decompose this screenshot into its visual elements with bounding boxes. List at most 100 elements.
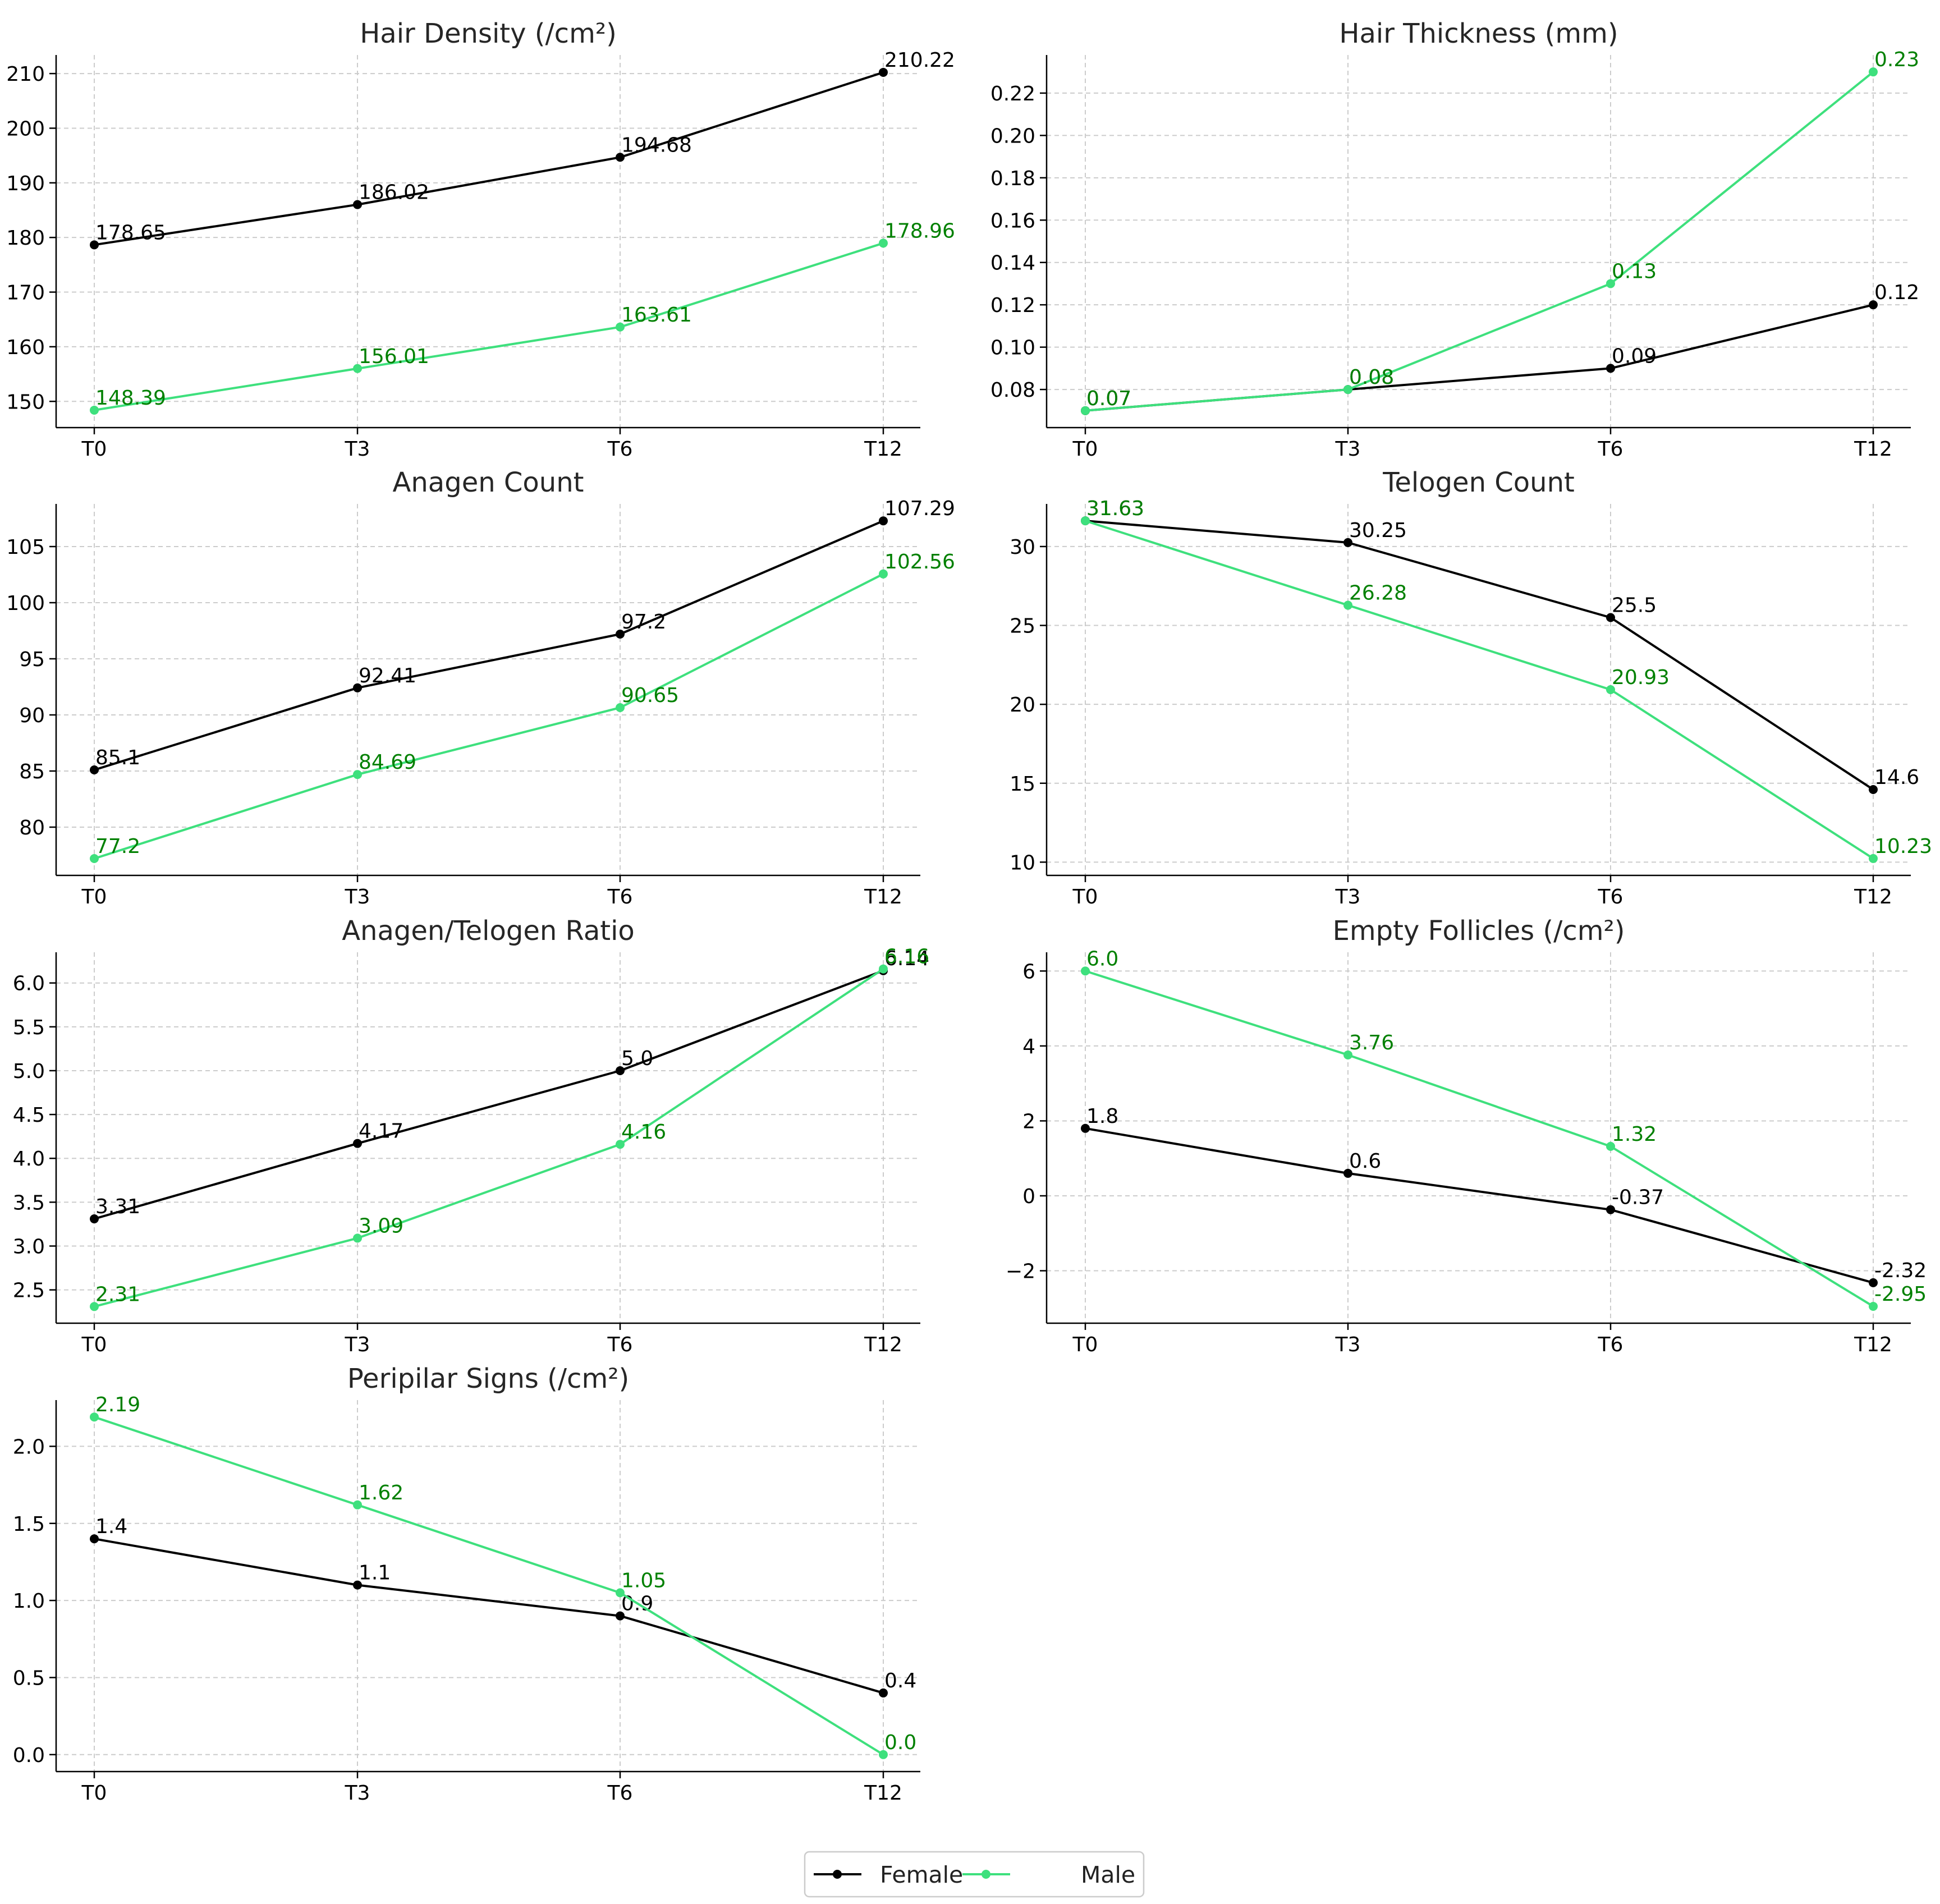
data-label-male: 90.65	[621, 684, 679, 707]
data-point-male	[879, 569, 888, 579]
data-label-female: -0.37	[1612, 1186, 1664, 1209]
y-tick-label: 0.5	[13, 1667, 45, 1690]
data-point-female	[353, 200, 362, 209]
data-label-male: 2.31	[95, 1283, 140, 1306]
data-label-male: 0.0	[884, 1731, 916, 1754]
series-line-female	[1085, 1127, 1874, 1284]
data-label-male: 0.08	[1349, 366, 1394, 389]
y-tick-label: 2	[1022, 1110, 1035, 1133]
data-point-male	[1869, 854, 1878, 863]
y-tick-label: 2.5	[13, 1279, 45, 1302]
x-tick-label: T3	[1335, 438, 1361, 461]
data-point-male	[1081, 966, 1090, 976]
subplot-7: Peripilar Signs (/cm²) 0.0 0.5 1.0 1.5 2.0 T0 T…	[13, 1363, 920, 1805]
data-label-female: 0.09	[1612, 345, 1657, 368]
series-line-male	[1085, 520, 1874, 860]
data-label-female: 97.2	[621, 611, 666, 634]
y-tick-label: 20	[1010, 694, 1035, 717]
x-tick-label: T0	[81, 1782, 107, 1805]
subplots: Hair Density (/cm²)150160170180190200210…	[6, 18, 1932, 1805]
data-point-male	[353, 1500, 362, 1510]
y-tick-label: 160	[6, 336, 45, 359]
data-label-female: 178.65	[95, 221, 166, 244]
chart-title: Anagen Count	[393, 467, 584, 498]
series-line-male	[94, 1416, 884, 1756]
data-label-female: 3.31	[95, 1195, 140, 1218]
data-point-female	[1869, 1278, 1878, 1287]
series-line-male	[1085, 970, 1874, 1307]
data-label-female: 0.12	[1874, 281, 1919, 304]
data-label-male: 0.23	[1874, 48, 1919, 71]
x-tick-label: T12	[1854, 438, 1892, 461]
y-tick-label: 1.0	[13, 1590, 45, 1613]
x-tick-label: T0	[81, 438, 107, 461]
chart-title: Hair Thickness (mm)	[1339, 18, 1618, 49]
data-label-male: -2.95	[1874, 1283, 1927, 1306]
data-point-male	[1869, 67, 1878, 77]
x-tick-label: T6	[607, 886, 633, 909]
data-point-male	[616, 703, 625, 712]
data-label-female: 31.63	[1086, 497, 1144, 520]
y-tick-label: 3.0	[13, 1235, 45, 1258]
data-point-female	[879, 67, 888, 77]
data-point-male	[879, 238, 888, 248]
data-point-female	[616, 1066, 625, 1075]
y-tick-label: 0.12	[990, 294, 1035, 317]
data-label-female: 1.4	[95, 1515, 127, 1538]
series-line-female	[94, 969, 884, 1220]
data-point-male	[1606, 1141, 1615, 1151]
y-tick-label: 210	[6, 63, 45, 86]
data-label-female: 5.0	[621, 1047, 653, 1070]
data-label-female: -2.32	[1874, 1259, 1927, 1282]
y-tick-label: 1.5	[13, 1513, 45, 1536]
data-point-female	[1081, 1123, 1090, 1133]
y-tick-label: 105	[6, 536, 45, 559]
data-label-male: 3.09	[359, 1214, 403, 1237]
y-tick-label: 4.0	[13, 1148, 45, 1171]
data-label-male: 20.93	[1612, 666, 1670, 689]
data-label-female: 0.07	[1086, 387, 1131, 410]
x-tick-label: T0	[1072, 1333, 1098, 1356]
x-tick-label: T3	[345, 886, 370, 909]
data-label-male: 156.01	[359, 345, 429, 368]
y-tick-label: 25	[1010, 615, 1035, 638]
data-point-male	[353, 364, 362, 373]
legend-female-marker	[833, 1870, 842, 1879]
y-tick-label: 5.5	[13, 1016, 45, 1039]
x-tick-label: T6	[1598, 1333, 1623, 1356]
data-point-male	[616, 322, 625, 332]
x-tick-label: T12	[864, 886, 902, 909]
x-tick-label: T0	[81, 1333, 107, 1356]
y-tick-label: 2.0	[13, 1435, 45, 1458]
data-label-female: 194.68	[621, 134, 692, 157]
x-tick-label: T3	[345, 1333, 370, 1356]
data-point-female	[1606, 364, 1615, 373]
subplot-5: Anagen/Telogen Ratio 2.5 3.0 3.5 4.0 4.5 5.0 5.…	[13, 915, 929, 1356]
y-tick-label: 180	[6, 227, 45, 250]
data-point-female	[616, 1611, 625, 1621]
y-tick-label: 90	[19, 704, 45, 727]
x-tick-label: T12	[864, 1782, 902, 1805]
x-tick-label: T3	[1335, 886, 1361, 909]
x-tick-label: T6	[607, 1782, 633, 1805]
x-tick-label: T6	[1598, 886, 1623, 909]
y-tick-label: 0.10	[990, 337, 1035, 360]
y-tick-label: 150	[6, 391, 45, 414]
data-label-female: 4.17	[359, 1120, 403, 1143]
data-point-male	[353, 770, 362, 779]
data-point-male	[879, 1750, 888, 1759]
x-tick-label: T12	[1854, 886, 1892, 909]
y-tick-label: 10	[1010, 851, 1035, 874]
data-label-male: 148.39	[95, 387, 166, 410]
data-point-male	[90, 405, 99, 415]
subplot-6: Empty Follicles (/cm²) −2 0 2 4 6 T0 T3 T6 T12 1.8…	[1006, 915, 1927, 1356]
data-point-female	[353, 1580, 362, 1590]
series-line-female	[94, 520, 884, 771]
data-point-male	[90, 854, 99, 863]
data-point-female	[90, 765, 99, 774]
x-tick-label: T6	[607, 1333, 633, 1356]
chart-title: Anagen/Telogen Ratio	[342, 915, 635, 947]
x-tick-label: T3	[1335, 1333, 1361, 1356]
data-label-female: 0.6	[1349, 1150, 1381, 1173]
data-point-male	[90, 1302, 99, 1311]
